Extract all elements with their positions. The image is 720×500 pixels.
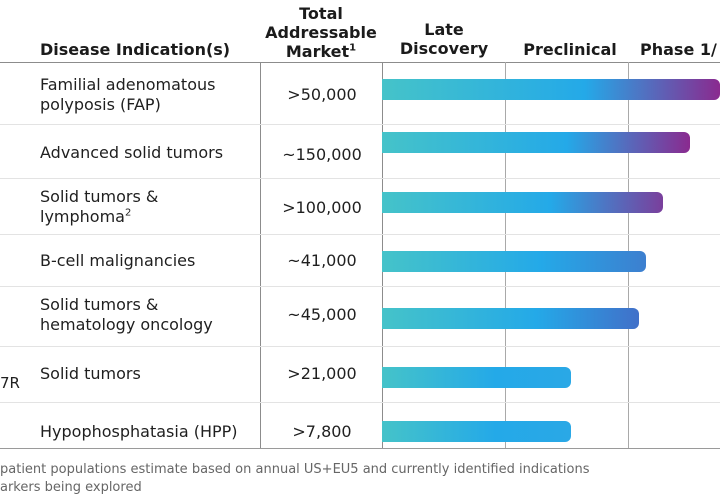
- row-separator: [0, 124, 720, 125]
- market-size: ~45,000: [287, 305, 357, 324]
- market-header-line2: Addressable: [265, 23, 377, 42]
- side-label: 7R: [0, 374, 20, 392]
- progress-bar: [382, 132, 690, 153]
- disease-line1: Solid tumors &: [40, 295, 159, 314]
- late-discovery-line2: Discovery: [399, 39, 489, 58]
- market-size: ~41,000: [287, 251, 357, 270]
- footnote-1: patient populations estimate based on an…: [0, 462, 590, 477]
- progress-bar: [382, 79, 720, 100]
- row-separator: [0, 402, 720, 403]
- market-header-label: Market: [285, 42, 350, 61]
- disease-line2: hematology oncology: [40, 315, 213, 334]
- disease-header: Disease Indication(s): [40, 40, 231, 59]
- row-separator: [0, 286, 720, 287]
- disease-name: Solid tumors & lymphoma2: [40, 187, 260, 227]
- disease-name: B-cell malignancies: [40, 251, 196, 270]
- market-size: >21,000: [287, 364, 357, 383]
- disease-line2-wrap: lymphoma2: [40, 207, 260, 227]
- phase1-header: Phase 1/: [640, 40, 717, 59]
- progress-bar: [382, 251, 646, 272]
- market-header-line1: Total: [299, 4, 343, 23]
- market-column-left-divider: [260, 62, 261, 448]
- market-header-line3: Market1: [258, 42, 384, 61]
- preclinical-header: Preclinical: [523, 40, 617, 59]
- disease-line2: polyposis (FAP): [40, 95, 161, 114]
- market-header: Total Addressable Market1: [258, 4, 384, 61]
- disease-line1: Familial adenomatous: [40, 75, 216, 94]
- market-size: >50,000: [287, 85, 357, 104]
- disease-name: Solid tumors: [40, 364, 141, 383]
- row-separator: [0, 234, 720, 235]
- late-discovery-line1: Late: [424, 20, 464, 39]
- late-discovery-header: Late Discovery: [388, 20, 500, 58]
- progress-bar: [382, 192, 663, 213]
- progress-bar: [382, 421, 571, 442]
- disease-line2: lymphoma: [40, 207, 125, 226]
- disease-name: Solid tumors & hematology oncology: [40, 295, 260, 335]
- disease-line1: Solid tumors &: [40, 187, 159, 206]
- market-size: >7,800: [292, 422, 352, 441]
- header-divider: [0, 62, 720, 63]
- progress-bar: [382, 367, 571, 388]
- row-separator: [0, 178, 720, 179]
- table-bottom-divider: [0, 448, 720, 449]
- market-footnote-ref: 1: [349, 42, 357, 54]
- footnote-2: arkers being explored: [0, 480, 142, 495]
- market-size: ~150,000: [282, 145, 362, 164]
- row-separator: [0, 346, 720, 347]
- disease-footnote-ref: 2: [124, 207, 132, 219]
- disease-name: Familial adenomatous polyposis (FAP): [40, 75, 260, 115]
- progress-bar: [382, 308, 639, 329]
- market-size: >100,000: [282, 198, 362, 217]
- disease-name: Hypophosphatasia (HPP): [40, 422, 238, 441]
- disease-name: Advanced solid tumors: [40, 143, 224, 162]
